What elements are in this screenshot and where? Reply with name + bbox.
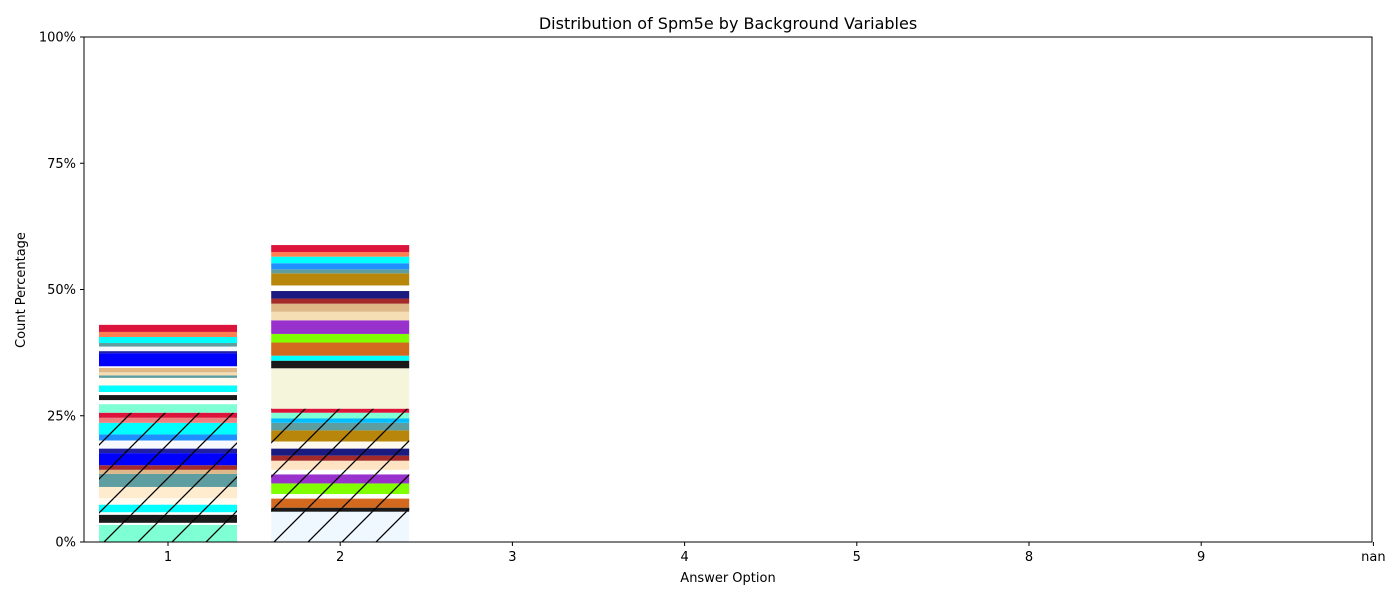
bar-segment-hatch (99, 417, 237, 423)
bar-segment (99, 343, 237, 347)
bar-segment-hatch (99, 473, 237, 487)
y-tick-label: 50% (47, 283, 76, 298)
bar-segment-hatch (271, 430, 410, 442)
bar-segment (271, 252, 410, 257)
bar-segment (271, 285, 410, 292)
bar-segment (271, 298, 410, 304)
bar-segment-hatch (99, 514, 237, 523)
bar-segment (271, 360, 410, 369)
bar-segment (99, 404, 237, 413)
bar-segment-hatch (99, 524, 237, 542)
bar-stack-2 (271, 245, 410, 542)
x-tick-label: nan (1361, 550, 1385, 565)
bar-segment (271, 355, 410, 361)
bar-segment (99, 367, 237, 373)
bar-segment-hatch (271, 498, 410, 508)
x-tick-label: 9 (1197, 550, 1205, 565)
bar-segment (99, 392, 237, 396)
y-tick-label: 25% (47, 409, 76, 424)
y-axis-label: Count Percentage (14, 232, 29, 348)
x-tick-label: 1 (164, 550, 172, 565)
bar-segment-hatch (99, 453, 237, 466)
bar-segment (271, 333, 410, 343)
x-tick-label: 4 (680, 550, 688, 565)
bar-segment (271, 291, 410, 299)
bar-segment-hatch (271, 511, 410, 542)
bar-segment-hatch (99, 422, 237, 435)
bar-segment (271, 368, 410, 409)
bar-segment (99, 385, 237, 393)
bar-segment (271, 245, 410, 253)
y-tick-label: 0% (55, 536, 76, 551)
bar-segment (99, 372, 237, 376)
x-tick-label: 2 (336, 550, 344, 565)
bar-segment (271, 256, 410, 264)
bar-segment-hatch (99, 522, 237, 525)
bar-segment (99, 351, 237, 354)
y-axis: 0% 25% 50% 75% 100% (39, 31, 84, 551)
bar-segment (99, 400, 237, 405)
bar-segment (99, 346, 237, 352)
bar-segment (271, 342, 410, 356)
bar-segment (99, 366, 237, 368)
bar-segment-hatch (271, 507, 410, 512)
bar-segment-hatch (99, 498, 237, 505)
bar-segment-hatch (271, 494, 410, 499)
bar-segment (99, 331, 237, 337)
bar-segment-hatch (99, 465, 237, 470)
bar-segment-hatch (271, 455, 410, 461)
bar-segment-hatch (271, 441, 410, 449)
bar-segment (271, 303, 410, 312)
x-axis-label: Answer Option (680, 571, 775, 586)
x-tick-label: 3 (508, 550, 516, 565)
plot-area (99, 245, 410, 542)
bar-segment (99, 395, 237, 401)
bar-segment-hatch (99, 512, 237, 515)
bar-segment-hatch (271, 448, 410, 456)
bar-segment (99, 375, 237, 378)
bar-segment-hatch (99, 469, 237, 474)
bar-segment-hatch (99, 434, 237, 441)
bar-segment-hatch (271, 408, 410, 413)
bar-segment (99, 353, 237, 367)
bar-segment-hatch (99, 504, 237, 513)
bar-segment (271, 311, 410, 321)
bar-segment-hatch (99, 486, 237, 499)
bar-stack-1 (99, 324, 237, 542)
bar-segment-hatch (99, 412, 237, 418)
x-tick-label: 5 (853, 550, 861, 565)
bar-segment-hatch (99, 448, 237, 454)
bar-segment-hatch (271, 418, 410, 423)
bar-segment (271, 269, 410, 274)
bar-segment (271, 320, 410, 334)
bar-segment (99, 377, 237, 386)
bar-segment (99, 336, 237, 344)
bar-segment-hatch (99, 440, 237, 449)
bar-segment-hatch (271, 483, 410, 495)
bar-segment-hatch (271, 469, 410, 475)
bar-segment (271, 263, 410, 270)
bar-segment-hatch (271, 422, 410, 431)
x-tick-label: 8 (1025, 550, 1033, 565)
bar-segment (99, 324, 237, 332)
bar-segment-hatch (271, 412, 410, 419)
x-axis: 1 2 3 4 5 8 9 nan (164, 542, 1386, 565)
bar-segment (271, 273, 410, 286)
chart-title: Distribution of Spm5e by Background Vari… (539, 14, 917, 33)
bar-segment-hatch (271, 460, 410, 470)
y-tick-label: 75% (47, 157, 76, 172)
y-tick-label: 100% (39, 31, 76, 46)
bar-segment-hatch (271, 474, 410, 484)
